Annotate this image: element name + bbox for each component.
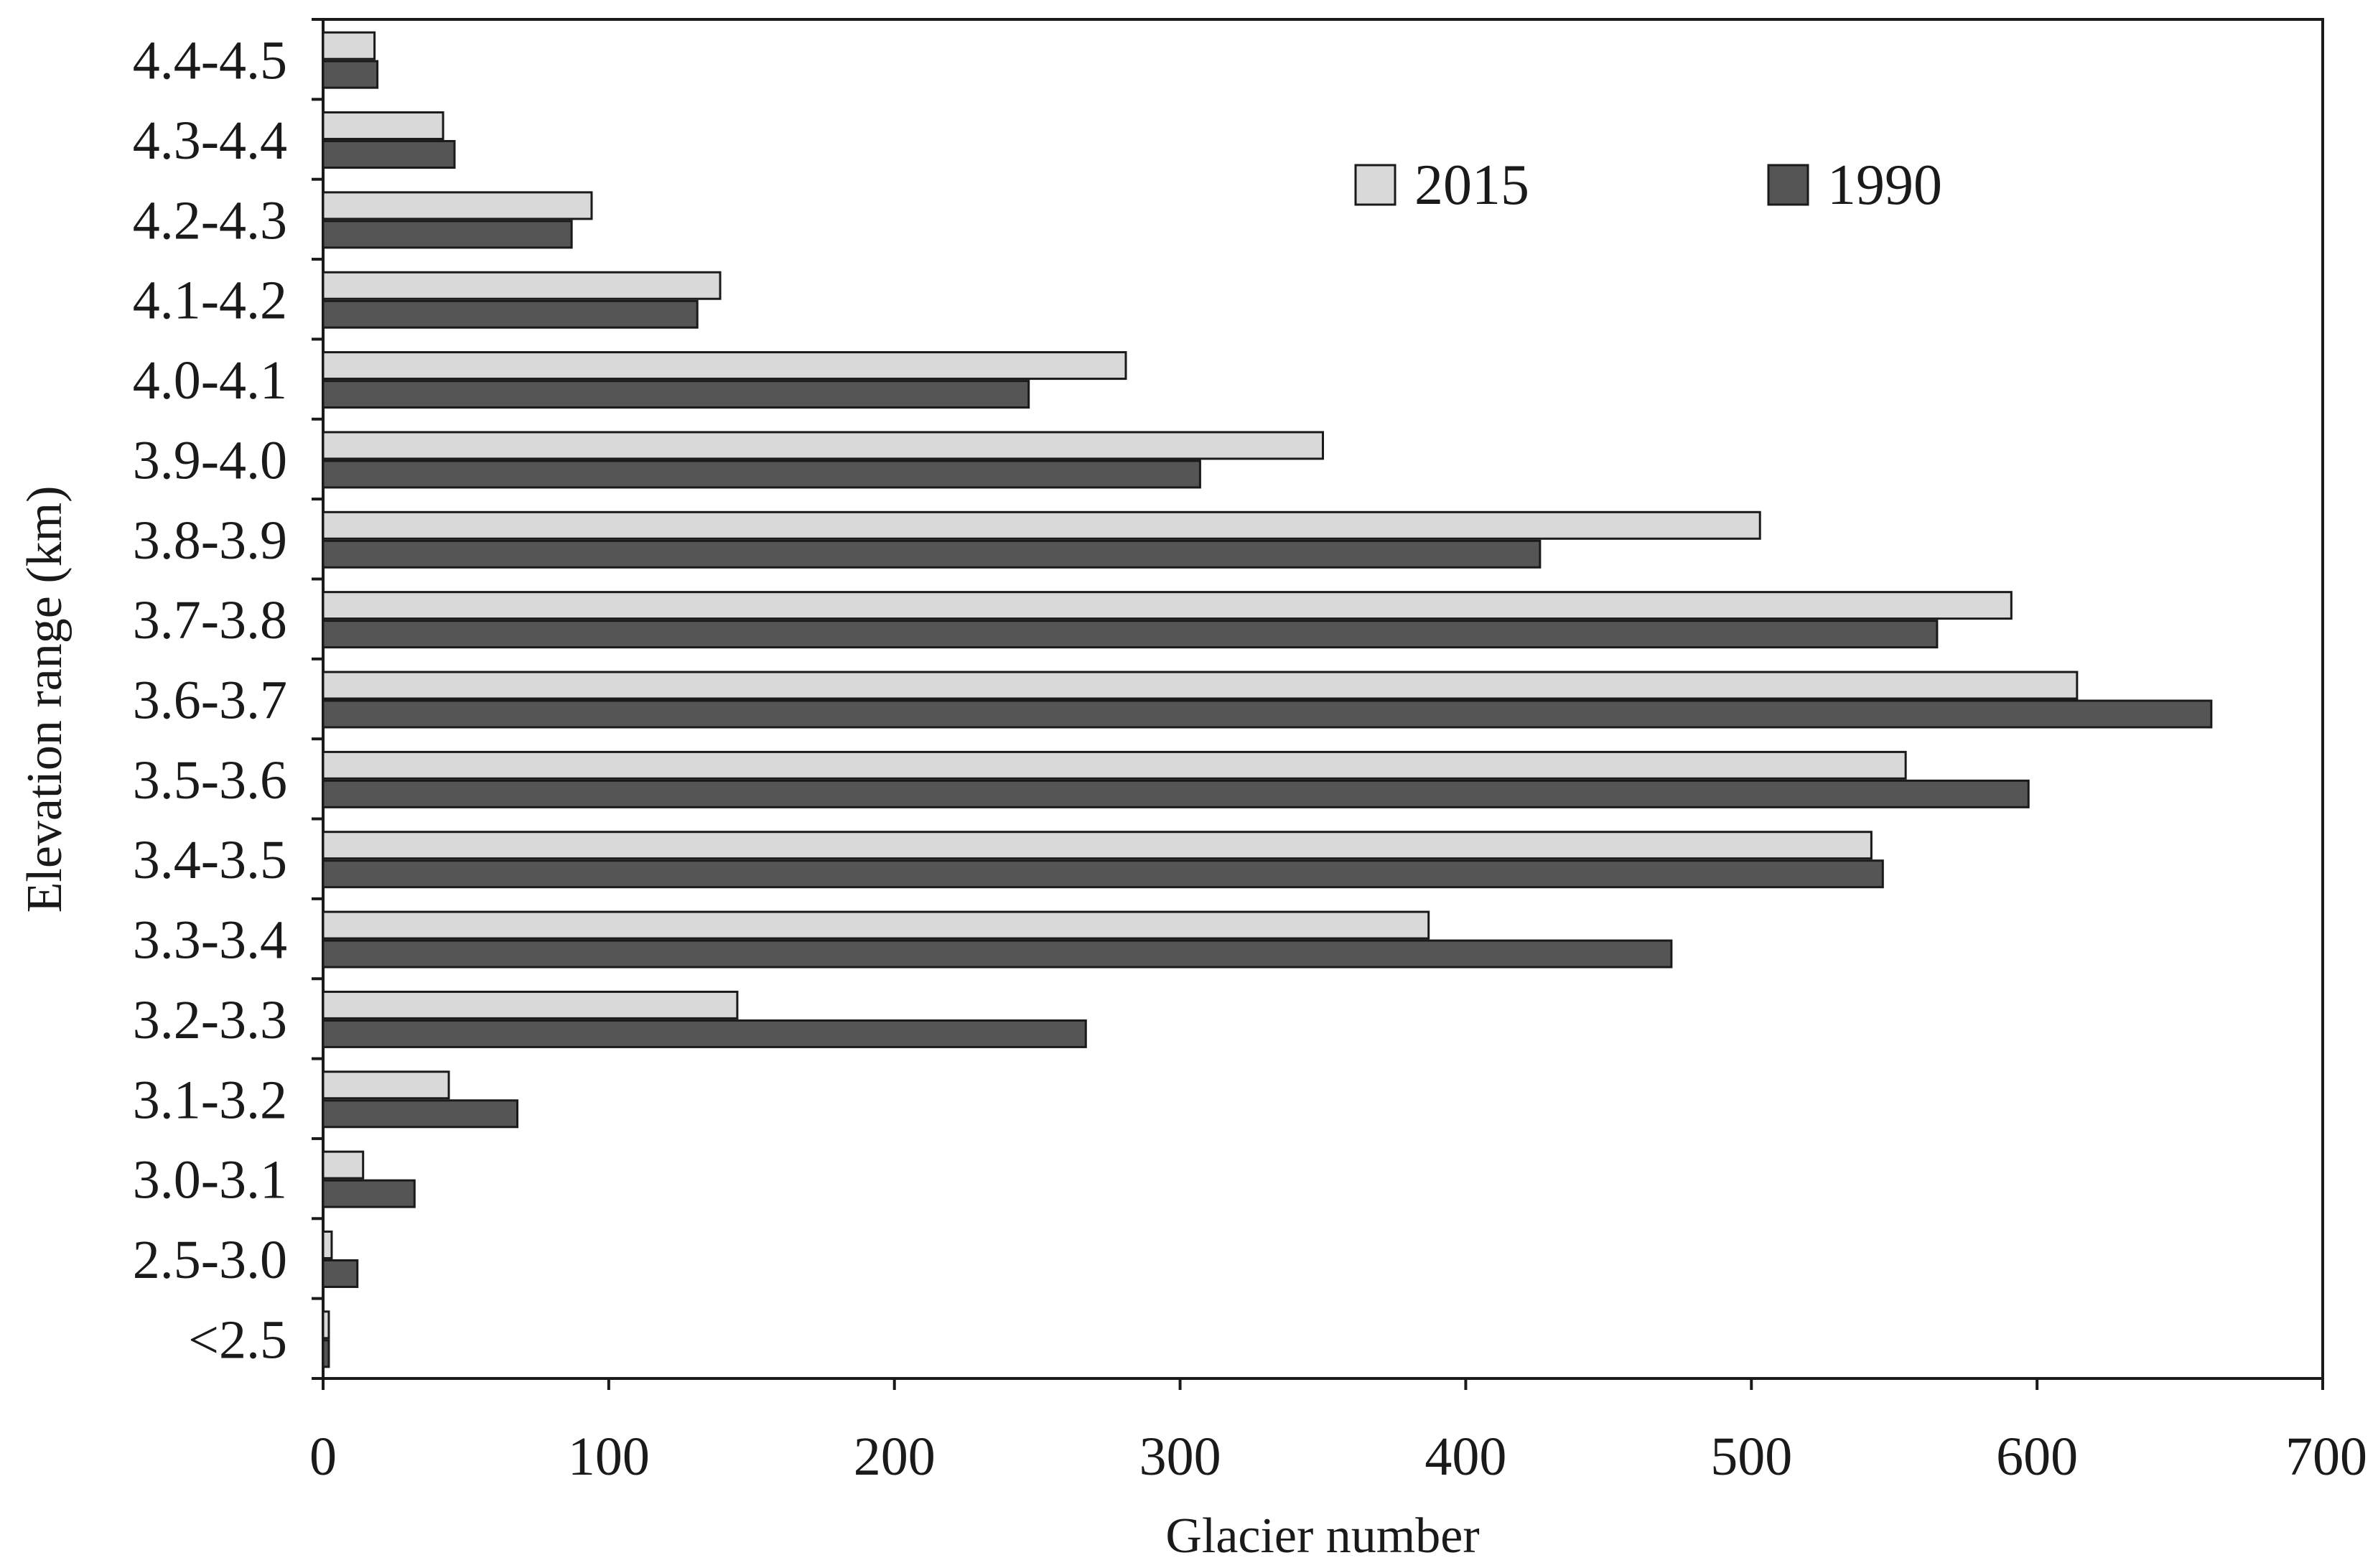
bar-1990-12 <box>322 1019 1087 1048</box>
y-tick-label-9: 3.5-3.6 <box>133 750 287 811</box>
bar-2015-16 <box>322 1310 330 1340</box>
bar-2015-8 <box>322 671 2079 700</box>
bar-1990-4 <box>322 380 1030 409</box>
bar-2015-5 <box>322 431 1324 460</box>
y-tick-label-6: 3.8-3.9 <box>133 510 287 571</box>
y-tick-label-14: 3.0-3.1 <box>133 1150 287 1210</box>
x-axis: 0 100 200 300 400 500 600 700 <box>309 1378 2367 1487</box>
bar-2015-2 <box>322 191 593 220</box>
bar-1990-2 <box>322 220 573 249</box>
y-tick-label-13: 3.1-3.2 <box>133 1070 287 1130</box>
x-tick-label-0: 0 <box>309 1427 337 1487</box>
y-tick-label-4: 4.0-4.1 <box>133 350 287 411</box>
legend-swatch-2015 <box>1354 164 1397 206</box>
x-axis-title: Glacier number <box>1165 1508 1479 1564</box>
y-tick-label-3: 4.1-4.2 <box>133 271 287 331</box>
bar-1990-0 <box>322 60 379 89</box>
y-axis-title: Elevation range (km) <box>17 486 73 913</box>
bar-2015-6 <box>322 510 1761 540</box>
y-tick-label-12: 3.2-3.3 <box>133 990 287 1050</box>
x-tick-label-7: 700 <box>2285 1427 2367 1487</box>
bar-2015-15 <box>322 1230 333 1259</box>
x-tick-label-2: 200 <box>854 1427 936 1487</box>
bar-2015-0 <box>322 31 376 60</box>
x-tick-label-3: 300 <box>1139 1427 1221 1487</box>
y-tick-label-16: <2.5 <box>188 1310 287 1370</box>
x-tick-label-5: 500 <box>1710 1427 1792 1487</box>
y-tick-label-10: 3.4-3.5 <box>133 830 287 890</box>
y-tick-label-15: 2.5-3.0 <box>133 1230 287 1290</box>
bar-1990-10 <box>322 859 1884 889</box>
bar-1990-14 <box>322 1179 416 1208</box>
y-tick-label-0: 4.4-4.5 <box>133 31 287 91</box>
bar-2015-12 <box>322 990 739 1019</box>
bar-2015-9 <box>322 750 1907 780</box>
y-tick-label-7: 3.7-3.8 <box>133 590 287 650</box>
legend-swatch-1990 <box>1767 164 1809 206</box>
y-axis: 4.4-4.5 4.3-4.4 4.2-4.3 4.1-4.2 4.0-4.1 3.9-4… <box>133 18 323 1380</box>
x-tick-label-1: 100 <box>568 1427 650 1487</box>
bar-1990-6 <box>322 539 1542 569</box>
y-tick-label-5: 3.9-4.0 <box>133 430 287 490</box>
bar-1990-8 <box>322 699 2213 729</box>
bar-2015-14 <box>322 1150 365 1180</box>
bar-1990-16 <box>322 1339 330 1368</box>
bar-2015-4 <box>322 351 1127 381</box>
legend: 2015 1990 <box>1354 154 1942 217</box>
bars-layer <box>322 31 2213 1368</box>
bar-1990-11 <box>322 939 1673 969</box>
bar-2015-1 <box>322 111 444 141</box>
x-tick-label-6: 600 <box>1996 1427 2078 1487</box>
bar-2015-3 <box>322 271 722 300</box>
legend-label-2015: 2015 <box>1414 154 1529 217</box>
bar-1990-13 <box>322 1099 519 1129</box>
y-tick-label-11: 3.3-3.4 <box>133 910 287 971</box>
y-tick-label-1: 4.3-4.4 <box>133 111 287 171</box>
bar-1990-15 <box>322 1259 359 1288</box>
bar-1990-5 <box>322 459 1201 489</box>
bar-2015-13 <box>322 1070 450 1100</box>
y-tick-label-8: 3.6-3.7 <box>133 671 287 731</box>
legend-label-1990: 1990 <box>1827 154 1942 217</box>
bar-1990-3 <box>322 299 699 329</box>
bar-1990-7 <box>322 620 1939 649</box>
bar-1990-1 <box>322 140 456 169</box>
bar-1990-9 <box>322 779 2030 808</box>
bar-2015-10 <box>322 831 1873 860</box>
bar-2015-7 <box>322 591 2013 620</box>
y-tick-label-2: 4.2-4.3 <box>133 190 287 251</box>
x-tick-label-4: 400 <box>1425 1427 1506 1487</box>
bar-2015-11 <box>322 910 1430 940</box>
